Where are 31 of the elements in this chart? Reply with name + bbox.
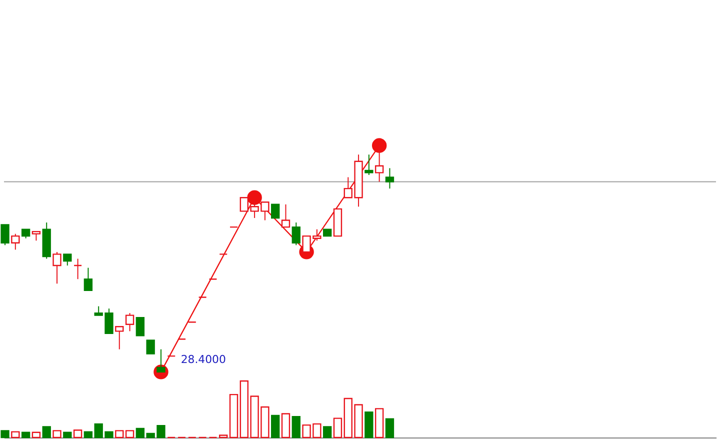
candlestick (52, 251, 62, 284)
point (247, 190, 262, 205)
bar (42, 426, 51, 438)
candlestick (364, 154, 374, 176)
candlestick (385, 168, 394, 190)
bar (84, 431, 93, 438)
bar (385, 418, 394, 438)
candlestick (125, 312, 134, 332)
candlestick (156, 348, 166, 373)
candlestick (11, 233, 20, 250)
candlestick (292, 222, 300, 246)
bar (21, 432, 30, 438)
bar (271, 414, 280, 438)
candlestick (32, 230, 41, 242)
point (372, 138, 387, 153)
candlestick (73, 258, 82, 280)
candlestick (146, 340, 155, 354)
candlestick (84, 267, 93, 292)
candlestick (0, 224, 10, 246)
bar (322, 426, 332, 438)
bar (364, 411, 374, 438)
bar (292, 416, 300, 438)
candlestick (63, 254, 72, 266)
annotation: 28.4000 (180, 353, 226, 366)
candlestick (21, 228, 30, 239)
bar (63, 432, 72, 438)
bar (0, 430, 10, 438)
candlestick (136, 317, 145, 336)
candlestick (281, 204, 290, 228)
candlestick (271, 204, 280, 219)
candlestick (115, 326, 124, 350)
